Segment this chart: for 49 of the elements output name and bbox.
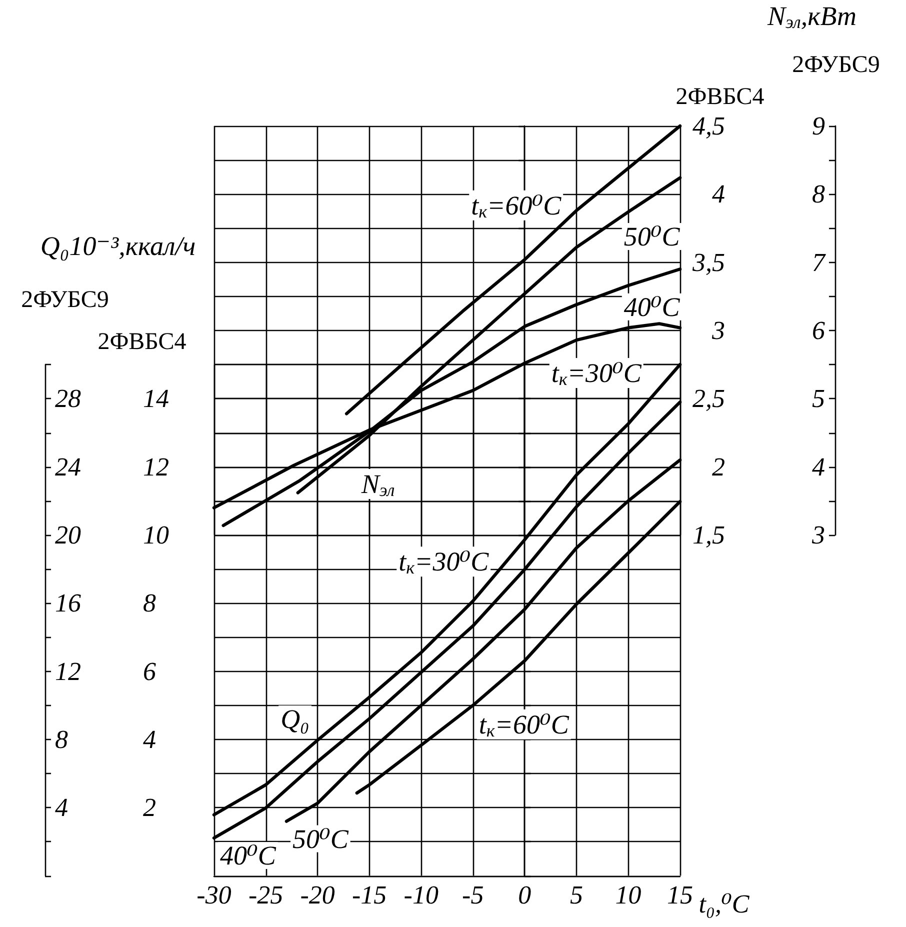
y2-tick-label: 20 [55, 520, 81, 550]
series-label: 50⁰C [624, 221, 681, 252]
y-tick-label: 4 [712, 180, 725, 209]
y-axis-title: 2ФВБС4 [676, 84, 764, 110]
y2-tick-label: 3 [811, 520, 825, 550]
x-tick-label: 10 [615, 880, 642, 910]
y-tick-label: 14 [143, 384, 169, 414]
y2-tick-label: 16 [55, 588, 81, 618]
y-tick-label: 2 [143, 793, 156, 822]
x-tick-label: -10 [404, 880, 438, 910]
x-tick-label: -30 [196, 880, 232, 910]
y2-tick-label: 12 [55, 656, 81, 686]
y-tick-label: 2,5 [692, 384, 725, 414]
y-tick-label: 4,5 [692, 112, 725, 140]
y-tick-label: 3 [711, 316, 725, 345]
y2-tick-label: 4 [55, 793, 68, 822]
x-tick-label: -5 [462, 880, 484, 910]
y-tick-label: 4 [143, 724, 156, 754]
y2-tick-label: 7 [812, 248, 826, 277]
series-label: 40⁰C [624, 292, 681, 322]
y2-tick-label: 28 [55, 384, 81, 414]
y-tick-label: 12 [143, 452, 169, 482]
y2-tick-label: 24 [55, 452, 81, 482]
text: Q₀10⁻³,ккал/ч [40, 231, 196, 261]
y2-tick-label: 9 [812, 112, 825, 140]
series-label: 40⁰C [220, 840, 277, 870]
y2-tick-label: 4 [812, 452, 825, 482]
x-axis-title: t₀,⁰C [698, 890, 750, 918]
x-tick-label: -20 [300, 880, 335, 910]
y2-axis-title: 2ФУБС9 [21, 287, 109, 313]
x-tick-label: -25 [248, 880, 284, 910]
y2-tick-label: 6 [812, 316, 825, 345]
y2-tick-label: 8 [812, 180, 825, 209]
y-tick-label: 2 [712, 452, 725, 482]
x-tick-label: -15 [352, 880, 387, 910]
y2-tick-label: 8 [55, 724, 68, 754]
y-tick-label: 3,5 [692, 248, 725, 277]
annotation: Q₀ [280, 704, 310, 734]
x-tick-label: 5 [570, 880, 583, 910]
y-tick-label: 6 [143, 656, 156, 686]
y-tick-label: 10 [143, 520, 169, 550]
y-tick-label: 8 [143, 588, 156, 618]
y-tick-label: 1,5 [692, 520, 725, 550]
y-axis-title: 2ФВБС4 [98, 329, 186, 355]
series-label: 50⁰C [292, 824, 350, 854]
x-tick-label: 15 [667, 880, 693, 910]
x-tick-label: 0 [518, 880, 532, 910]
y2-tick-label: 5 [812, 384, 825, 414]
y2-axis-title: 2ФУБС9 [792, 52, 880, 78]
